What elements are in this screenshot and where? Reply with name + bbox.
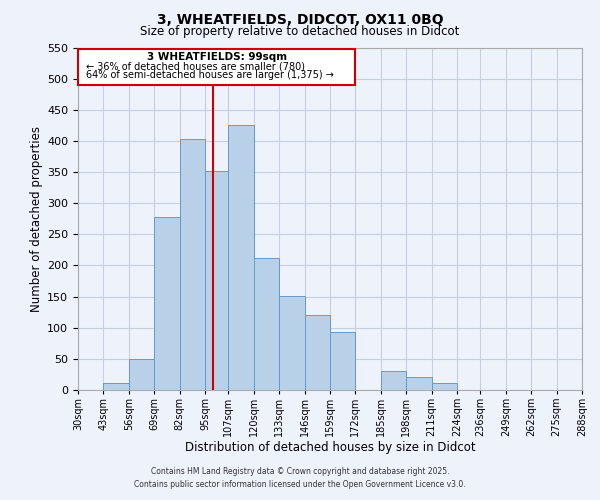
Text: Size of property relative to detached houses in Didcot: Size of property relative to detached ho… [140, 25, 460, 38]
Bar [406, 377, 431, 390]
Bar [330, 332, 355, 390]
Text: 3, WHEATFIELDS, DIDCOT, OX11 0BQ: 3, WHEATFIELDS, DIDCOT, OX11 0BQ [157, 12, 443, 26]
Bar [431, 382, 457, 390]
Bar [279, 296, 305, 390]
Bar [381, 370, 406, 390]
FancyBboxPatch shape [78, 48, 355, 85]
Bar [103, 382, 129, 390]
Bar [179, 139, 205, 390]
Text: 3 WHEATFIELDS: 99sqm: 3 WHEATFIELDS: 99sqm [146, 52, 287, 62]
Text: ← 36% of detached houses are smaller (780): ← 36% of detached houses are smaller (78… [86, 61, 305, 71]
Bar [129, 359, 154, 390]
Text: Contains HM Land Registry data © Crown copyright and database right 2025.
Contai: Contains HM Land Registry data © Crown c… [134, 467, 466, 489]
Bar [154, 217, 179, 390]
Bar [205, 171, 229, 390]
X-axis label: Distribution of detached houses by size in Didcot: Distribution of detached houses by size … [185, 440, 475, 454]
Bar [305, 316, 330, 390]
Text: 64% of semi-detached houses are larger (1,375) →: 64% of semi-detached houses are larger (… [86, 70, 334, 80]
Bar [254, 258, 279, 390]
Y-axis label: Number of detached properties: Number of detached properties [30, 126, 43, 312]
Bar [229, 126, 254, 390]
